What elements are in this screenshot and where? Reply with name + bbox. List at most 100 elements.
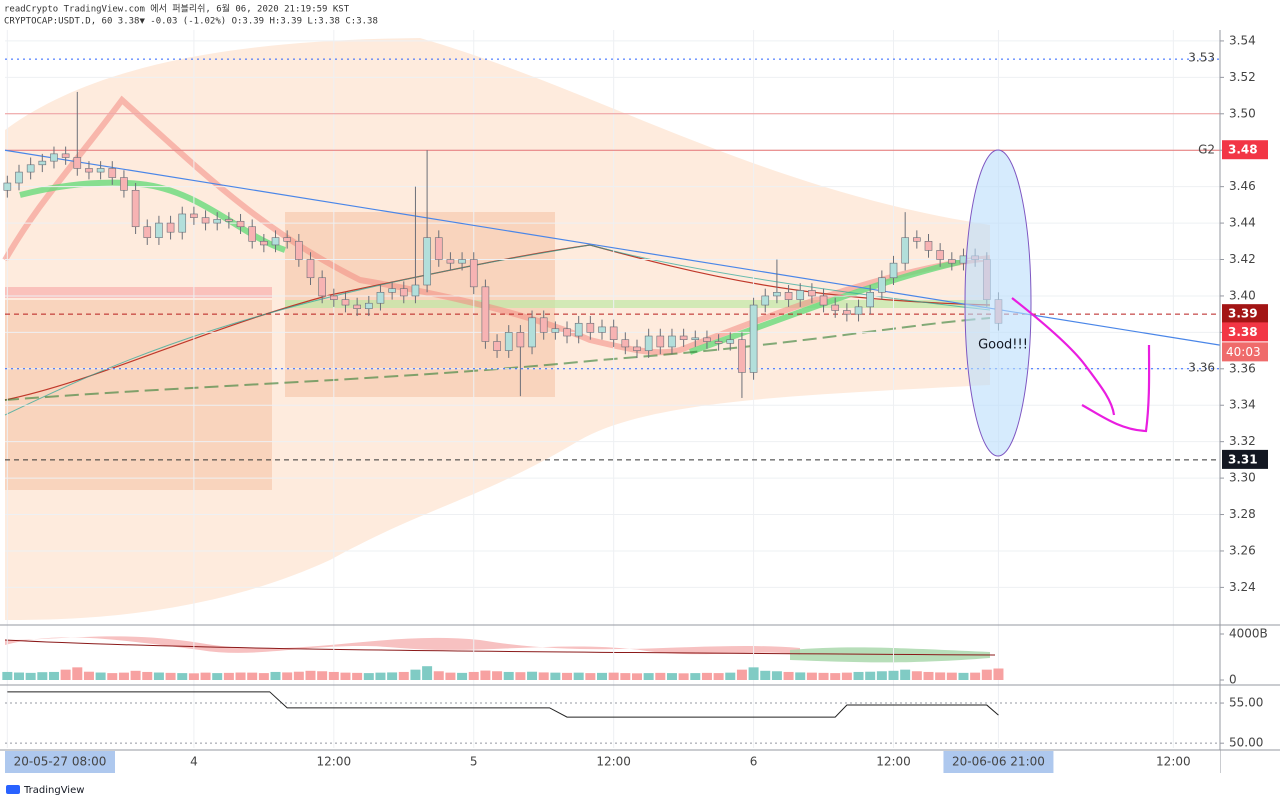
y-tick-label: 3.50 [1229,106,1256,120]
volume-bar [48,671,59,680]
candle-body [633,346,641,351]
volume-bar [818,672,829,680]
volume-bar [95,672,106,680]
y-tick-label: 3.26 [1229,543,1256,557]
candle-body [936,250,944,260]
volume-bar [293,671,304,680]
candle-body [411,284,420,297]
price-tag-label: 3.48 [1228,143,1258,157]
candle-body [924,240,933,251]
volume-bar [107,673,118,680]
volume-bar [247,672,258,680]
volume-bar [515,672,526,680]
candle-body [120,177,128,191]
candle-body [574,322,583,337]
volume-bar [328,671,339,680]
x-tick-label: 20-06-06 21:00 [952,755,1045,769]
x-tick-label: 12:00 [317,755,352,769]
volume-bar [666,673,677,680]
candle-body [843,310,851,315]
volume-bar [935,672,946,680]
osc-line [4,639,996,656]
volume-bar [422,666,433,680]
y-tick-label: 3.30 [1229,471,1256,485]
candle-body [913,237,921,242]
volume-bar [981,669,992,680]
volume-bar [363,673,374,680]
candle-body [295,240,303,260]
volume-bar [142,671,153,680]
volume-bar [888,670,899,680]
candle-body [493,341,501,351]
volume-bar [410,669,421,680]
volume-bar [806,672,817,680]
countdown-tag [1222,342,1268,362]
volume-bar [783,671,794,680]
candle-body [749,304,758,373]
candle-body [155,222,163,238]
y-tick-label: 3.40 [1229,288,1256,302]
x-tick-label: 4 [190,755,198,769]
price-tag [1222,322,1268,342]
x-tick-highlight [943,751,1054,773]
volume-bar [200,672,211,680]
y-tick-label: 50.00 [1229,736,1263,750]
candle-body [3,182,12,191]
candle-body [878,277,886,293]
candle-body [528,317,536,348]
x-tick-label: 12:00 [596,755,631,769]
candle-body [166,222,175,233]
volume-bar [550,672,561,680]
candle-body [866,292,874,308]
candle-body [61,153,70,158]
candle-body [901,237,909,264]
overlay: 20-05-27 08:00 4 12:00 5 12:00 6 12:00 20-06-06… [5,51,1268,773]
candle-body [190,213,198,218]
volume-bar [771,671,782,680]
header-symbol: CRYPTOCAP:USDT.D, 60 3.38▼ -0.03 (-1.02%… [4,17,378,27]
volume-bar [433,671,444,680]
candle-body [854,306,863,315]
candle-body [796,290,805,300]
candle-body [446,259,455,264]
candle-body [50,153,58,162]
volume-bar [527,671,538,680]
candle-body [668,335,676,348]
volume-bar [701,672,712,680]
candle-body [504,332,513,351]
price-tag-label: 3.39 [1228,307,1258,321]
volume-bar [130,670,141,680]
candle-body [656,335,665,348]
level-label: 3.53 [1188,51,1215,65]
volume-bar [503,671,514,680]
volume-bar [795,672,806,680]
volume-bar [445,672,456,680]
volume-bar [970,672,981,680]
x-tick-highlight [5,751,115,773]
candle-body [423,237,431,286]
volume-bar [270,671,281,680]
annotation: Good!!! [978,338,1028,353]
volume-bar [317,671,328,680]
volume-bar [398,671,409,680]
volume-bar [37,672,48,680]
volume-bar [958,672,969,680]
volume-bar [25,672,36,680]
band-box [5,300,272,490]
volume-bar [480,670,491,680]
candle-body [761,295,770,306]
candle-body [85,168,93,173]
candle-body [376,292,385,304]
candle-body [388,288,396,293]
y-tick-label: 3.36 [1229,361,1256,375]
price-tag-label: 3.38 [1228,325,1258,339]
candle-body [539,317,548,333]
y-tick-label: 3.42 [1229,252,1256,266]
candle-body [691,337,700,340]
x-tick-label: 20-05-27 08:00 [14,755,107,769]
x-tick-label: 12:00 [1156,755,1191,769]
volume-bar [258,673,269,680]
candle-body [26,164,35,173]
